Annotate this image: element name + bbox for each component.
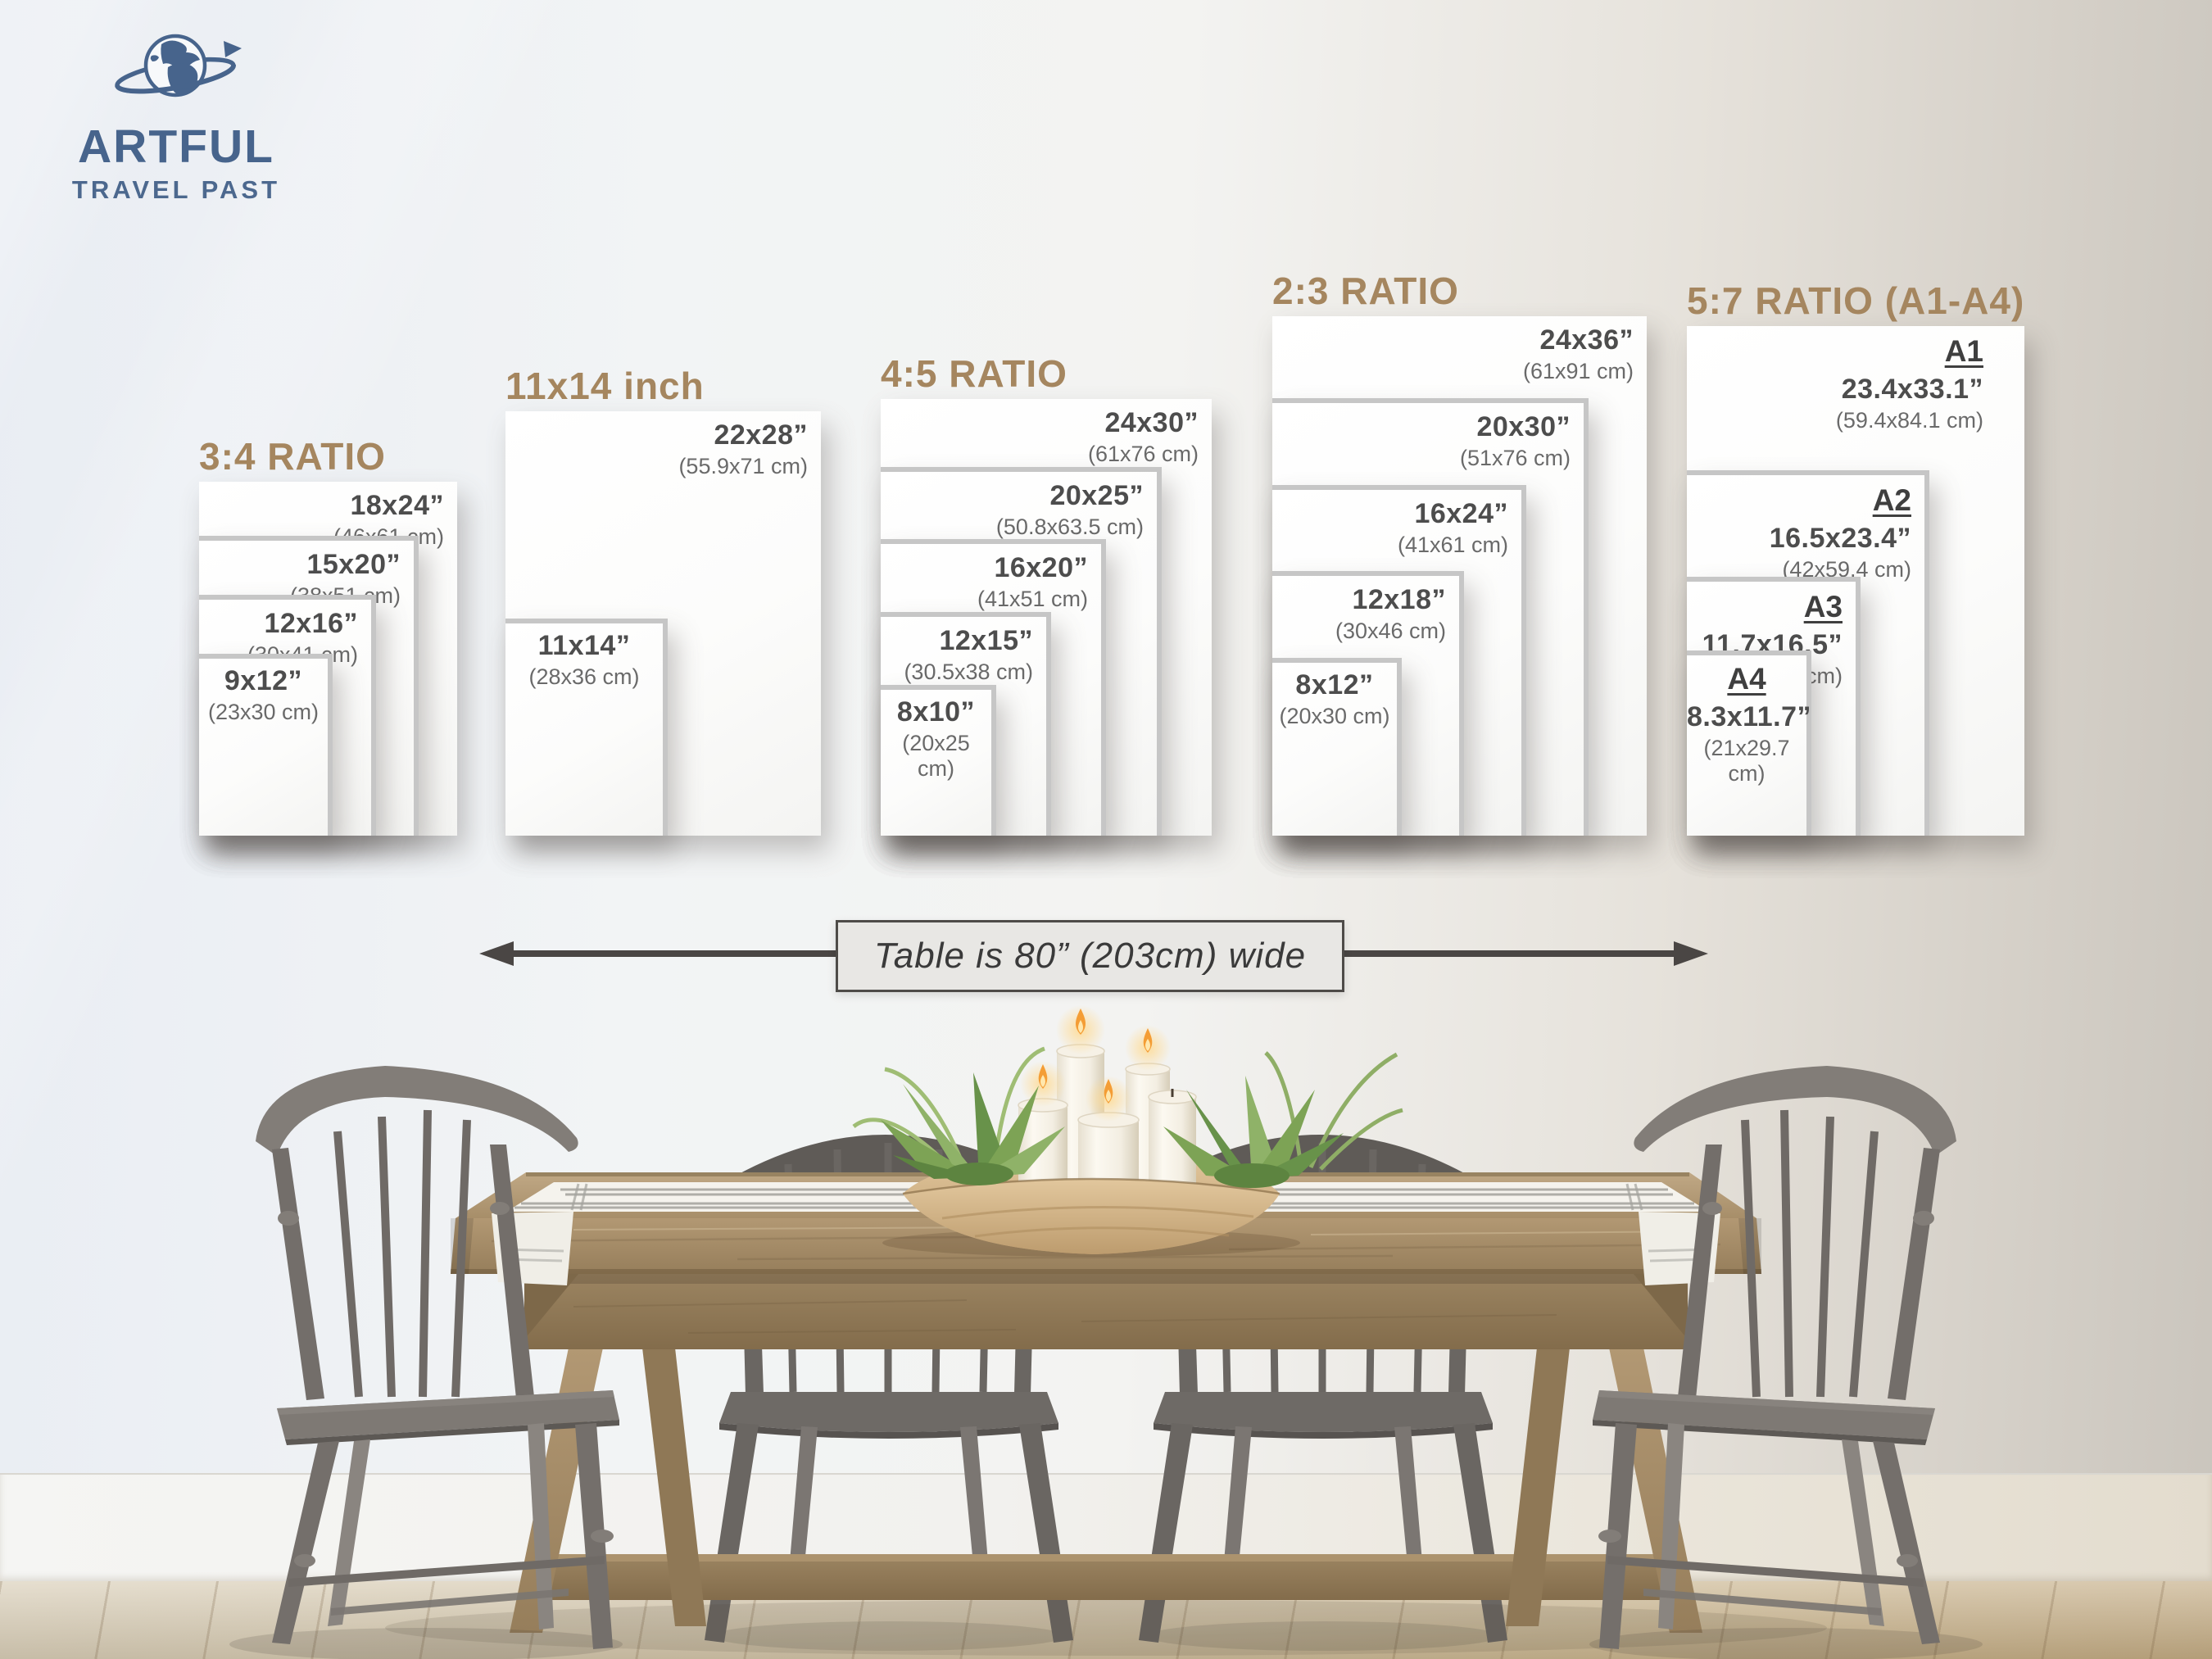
candle-flames bbox=[1020, 1005, 1171, 1122]
brand-logo: ARTFUL TRAVEL PAST bbox=[61, 25, 291, 205]
succulent-left bbox=[852, 1046, 1065, 1185]
size-inches: 16x20” bbox=[994, 552, 1088, 583]
table-width-text: Table is 80” (203cm) wide bbox=[873, 936, 1307, 976]
size-cm: (28x36 cm) bbox=[528, 664, 640, 689]
centerpiece bbox=[852, 1005, 1403, 1257]
poster-size-label: 24x30” (61x76 cm) bbox=[1088, 407, 1199, 467]
size-inches: 16.5x23.4” bbox=[1769, 523, 1911, 554]
poster-size-label: 16x20” (41x51 cm) bbox=[977, 552, 1088, 612]
size-cm: (61x76 cm) bbox=[1087, 442, 1199, 466]
poster-size-label: A1 23.4x33.1” (59.4x84.1 cm) bbox=[1836, 334, 1983, 433]
succulent-right bbox=[1163, 1051, 1403, 1188]
size-inches: 22x28” bbox=[714, 419, 808, 451]
size-inches: 15x20” bbox=[306, 549, 401, 580]
size-cm: (21x29.7 cm) bbox=[1703, 736, 1790, 786]
table-width-label: Table is 80” (203cm) wide bbox=[836, 920, 1344, 992]
poster-size-label: 12x15” (30.5x38 cm) bbox=[904, 625, 1033, 685]
size-inches: 20x25” bbox=[1049, 480, 1144, 511]
paper-name-label: A3 bbox=[1803, 590, 1843, 623]
group-title: 11x14 inch bbox=[505, 365, 705, 407]
poster-rect: 11x14” (28x36 cm) bbox=[505, 619, 668, 836]
paper-name-label: A4 bbox=[1727, 662, 1766, 696]
size-inches: 12x16” bbox=[264, 608, 358, 639]
arrow-left-head-icon bbox=[479, 941, 514, 966]
size-inches: 8x12” bbox=[1295, 669, 1374, 700]
size-inches: 24x30” bbox=[1104, 407, 1199, 438]
arrow-right-head-icon bbox=[1674, 941, 1708, 966]
globe-icon bbox=[115, 34, 242, 97]
group-title: 3:4 RATIO bbox=[199, 435, 386, 478]
poster-size-label: 8x10” (20x25 cm) bbox=[881, 696, 991, 782]
size-inches: 24x36” bbox=[1539, 324, 1634, 356]
poster-size-label: 9x12” (23x30 cm) bbox=[199, 665, 328, 725]
poster-size-label: 20x30” (51x76 cm) bbox=[1460, 411, 1571, 471]
paper-name-label: A2 bbox=[1872, 483, 1911, 517]
poster-rect: 8x10” (20x25 cm) bbox=[881, 685, 996, 836]
size-group-5-7-a-series: 5:7 RATIO (A1-A4) A1 23.4x33.1” (59.4x84… bbox=[1687, 279, 2024, 836]
poster-size-label: A2 16.5x23.4” (42x59.4 cm) bbox=[1770, 483, 1911, 582]
poster-rect: 8x12” (20x30 cm) bbox=[1272, 658, 1402, 836]
poster-rect: 9x12” (23x30 cm) bbox=[199, 654, 333, 836]
size-cm: (51x76 cm) bbox=[1459, 446, 1571, 470]
poster-size-label: 8x12” (20x30 cm) bbox=[1272, 669, 1397, 729]
size-inches: 8.3x11.7” bbox=[1687, 701, 1811, 732]
poster-size-label: 22x28” (55.9x71 cm) bbox=[678, 419, 808, 479]
poster-size-label: A4 8.3x11.7” (21x29.7 cm) bbox=[1687, 662, 1811, 786]
poster-size-label: 11x14” (28x36 cm) bbox=[505, 630, 663, 690]
size-inches: 23.4x33.1” bbox=[1841, 374, 1983, 405]
size-inches: 16x24” bbox=[1414, 498, 1508, 529]
poster-size-label: 16x24” (41x61 cm) bbox=[1398, 498, 1508, 558]
group-title: 4:5 RATIO bbox=[881, 352, 1067, 395]
size-cm: (41x61 cm) bbox=[1397, 533, 1508, 557]
size-inches: 18x24” bbox=[350, 490, 444, 521]
size-inches: 11x14” bbox=[537, 630, 631, 661]
size-inches: 9x12” bbox=[224, 665, 303, 696]
poster-size-label: 12x18” (30x46 cm) bbox=[1335, 584, 1446, 644]
size-group-4-5: 4:5 RATIO 24x30” (61x76 cm) 20x25” (50.8… bbox=[881, 352, 1212, 836]
size-group-11x14: 11x14 inch 22x28” (55.9x71 cm) 11x14” (2… bbox=[505, 365, 821, 836]
size-group-2-3: 2:3 RATIO 24x36” (61x91 cm) 20x30” (51x7… bbox=[1272, 270, 1647, 836]
size-cm: (30.5x38 cm) bbox=[904, 660, 1033, 684]
size-cm: (30x46 cm) bbox=[1335, 619, 1446, 643]
paper-name-label: A1 bbox=[1944, 334, 1983, 368]
poster-rect: A4 8.3x11.7” (21x29.7 cm) bbox=[1687, 650, 1811, 836]
size-cm: (50.8x63.5 cm) bbox=[995, 514, 1144, 539]
dining-scene bbox=[229, 1005, 2212, 1659]
brand-tagline: TRAVEL PAST bbox=[71, 175, 281, 204]
size-cm: (20x25 cm) bbox=[902, 731, 970, 781]
group-title: 5:7 RATIO (A1-A4) bbox=[1687, 279, 2025, 322]
size-cm: (61x91 cm) bbox=[1522, 359, 1634, 383]
poster-size-label: 24x36” (61x91 cm) bbox=[1523, 324, 1634, 384]
poster-size-label: 20x25” (50.8x63.5 cm) bbox=[996, 480, 1144, 540]
size-cm: (55.9x71 cm) bbox=[678, 454, 808, 478]
group-title: 2:3 RATIO bbox=[1272, 270, 1459, 312]
chair-side-view bbox=[229, 1066, 623, 1659]
size-inches: 20x30” bbox=[1476, 411, 1571, 442]
size-inches: 8x10” bbox=[896, 696, 976, 728]
size-cm: (20x30 cm) bbox=[1279, 704, 1390, 728]
size-inches: 12x15” bbox=[939, 625, 1033, 656]
brand-name: ARTFUL bbox=[78, 120, 274, 173]
size-group-3-4: 3:4 RATIO 18x24” (46x61 cm) 15x20” (38x5… bbox=[199, 435, 457, 836]
size-cm: (59.4x84.1 cm) bbox=[1835, 408, 1983, 433]
size-cm: (23x30 cm) bbox=[207, 700, 320, 724]
size-inches: 12x18” bbox=[1352, 584, 1446, 615]
size-cm: (41x51 cm) bbox=[977, 587, 1088, 611]
